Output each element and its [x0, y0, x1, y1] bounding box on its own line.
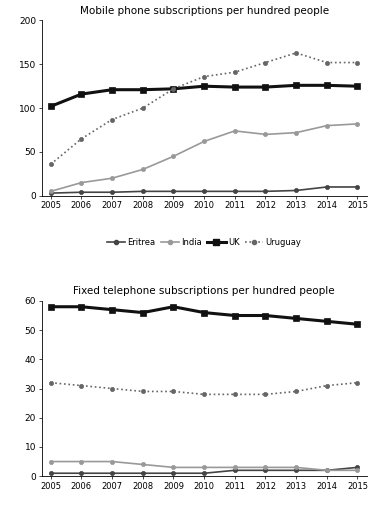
Uruguay [232, 391, 237, 397]
UK [171, 304, 176, 310]
Eritrea [110, 470, 115, 476]
UK [110, 307, 115, 313]
India [294, 464, 298, 471]
Eritrea [325, 467, 329, 474]
India [79, 180, 84, 186]
Eritrea [294, 467, 298, 474]
UK [232, 84, 237, 90]
India [263, 464, 268, 471]
UK [141, 310, 145, 316]
UK [48, 304, 53, 310]
India [141, 166, 145, 173]
UK [79, 91, 84, 97]
UK [294, 82, 298, 89]
India [171, 153, 176, 159]
UK [48, 103, 53, 110]
Line: UK: UK [48, 82, 360, 109]
Uruguay [171, 86, 176, 92]
India [48, 458, 53, 464]
Eritrea [48, 190, 53, 196]
UK [263, 312, 268, 318]
India [171, 464, 176, 471]
India [263, 131, 268, 137]
UK [263, 84, 268, 90]
India [355, 467, 360, 474]
Eritrea [110, 189, 115, 195]
UK [232, 312, 237, 318]
Line: Uruguay: Uruguay [49, 51, 359, 166]
Uruguay [202, 74, 206, 80]
UK [110, 87, 115, 93]
Uruguay [79, 136, 84, 142]
Uruguay [202, 391, 206, 397]
UK [79, 304, 84, 310]
UK [325, 318, 329, 325]
India [232, 464, 237, 471]
Eritrea [141, 188, 145, 195]
Uruguay [232, 69, 237, 75]
Eritrea [232, 188, 237, 195]
UK [355, 321, 360, 327]
Uruguay [141, 105, 145, 111]
Uruguay [355, 379, 360, 386]
Uruguay [294, 50, 298, 56]
UK [202, 310, 206, 316]
Uruguay [110, 386, 115, 392]
Uruguay [294, 389, 298, 395]
UK [171, 86, 176, 92]
India [141, 461, 145, 467]
UK [141, 87, 145, 93]
Eritrea [171, 188, 176, 195]
Eritrea [325, 184, 329, 190]
Uruguay [48, 161, 53, 167]
India [325, 122, 329, 129]
Line: India: India [49, 122, 359, 194]
Uruguay [48, 379, 53, 386]
Title: Mobile phone subscriptions per hundred people: Mobile phone subscriptions per hundred p… [79, 6, 329, 15]
India [110, 458, 115, 464]
Eritrea [232, 467, 237, 474]
Eritrea [263, 188, 268, 195]
Eritrea [79, 189, 84, 195]
Eritrea [355, 184, 360, 190]
India [110, 175, 115, 181]
Eritrea [202, 470, 206, 476]
Line: India: India [49, 459, 359, 473]
Line: Eritrea: Eritrea [49, 185, 359, 195]
India [294, 130, 298, 136]
Eritrea [294, 187, 298, 194]
India [79, 458, 84, 464]
Eritrea [202, 188, 206, 195]
Eritrea [48, 470, 53, 476]
India [202, 464, 206, 471]
Line: UK: UK [48, 304, 360, 327]
Eritrea [79, 470, 84, 476]
Uruguay [325, 382, 329, 389]
Uruguay [110, 116, 115, 122]
India [232, 128, 237, 134]
India [355, 121, 360, 127]
Uruguay [79, 382, 84, 389]
India [48, 188, 53, 195]
Line: Uruguay: Uruguay [49, 380, 359, 396]
Title: Fixed telephone subscriptions per hundred people: Fixed telephone subscriptions per hundre… [73, 286, 335, 296]
Uruguay [325, 59, 329, 66]
Eritrea [141, 470, 145, 476]
India [202, 138, 206, 144]
Eritrea [263, 467, 268, 474]
Eritrea [355, 464, 360, 471]
Eritrea [171, 470, 176, 476]
UK [355, 83, 360, 89]
Legend: Eritrea, India, UK, Uruguay: Eritrea, India, UK, Uruguay [104, 235, 305, 251]
Uruguay [263, 59, 268, 66]
UK [202, 83, 206, 89]
India [325, 467, 329, 474]
UK [325, 82, 329, 89]
Line: Eritrea: Eritrea [49, 465, 359, 475]
Uruguay [355, 59, 360, 66]
Uruguay [171, 389, 176, 395]
Uruguay [263, 391, 268, 397]
Uruguay [141, 389, 145, 395]
UK [294, 315, 298, 322]
